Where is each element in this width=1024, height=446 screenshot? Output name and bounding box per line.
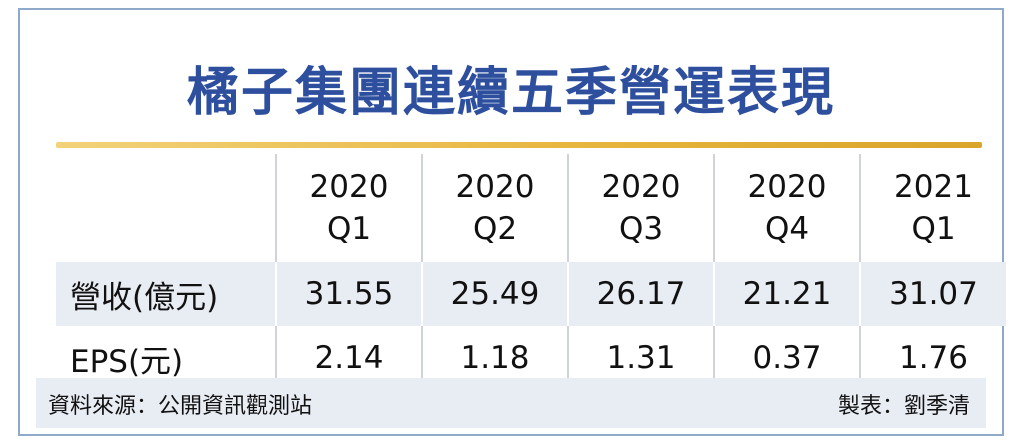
header-quarter: Q1 [911, 211, 956, 247]
performance-table: 2020 Q1 2020 Q2 2020 Q3 2020 Q4 2021 Q1 … [56, 154, 1006, 390]
header-quarter: Q3 [618, 211, 664, 247]
row-label-revenue: 營收(億元) [56, 262, 276, 326]
header-quarter: Q4 [764, 211, 810, 247]
header-year: 2020 [601, 169, 681, 205]
source-note: 資料來源：公開資訊觀測站 [48, 394, 313, 419]
header-year: 2020 [455, 169, 535, 205]
header-cell-2020-q3: 2020 Q3 [567, 154, 714, 262]
header-cell-2021-q1: 2021 Q1 [859, 154, 1006, 262]
footer-bar: 資料來源：公開資訊觀測站 製表：劉季清 [36, 378, 986, 428]
page-title: 橘子集團連續五季營運表現 [186, 63, 835, 123]
revenue-cell: 31.07 [859, 262, 1006, 326]
revenue-cell: 31.55 [275, 262, 422, 326]
header-cell-2020-q2: 2020 Q2 [421, 154, 568, 262]
header-year: 2020 [747, 169, 827, 205]
header-year: 2020 [309, 169, 389, 205]
revenue-cell: 26.17 [567, 262, 714, 326]
header-corner-cell [56, 154, 276, 262]
header-cell-2020-q4: 2020 Q4 [713, 154, 860, 262]
header-year: 2021 [894, 169, 973, 205]
title-divider [56, 142, 982, 148]
row-label-eps: EPS(元) [70, 343, 184, 380]
infographic-frame: 橘子集團連續五季營運表現 2020 Q1 2020 Q2 2020 Q3 202… [18, 8, 1006, 436]
maker-credit: 製表：劉季清 [837, 394, 970, 419]
revenue-cell: 21.21 [713, 262, 860, 326]
table-row-revenue: 營收(億元) 31.55 25.49 26.17 21.21 31.07 [56, 262, 1006, 326]
header-quarter: Q2 [472, 211, 518, 247]
header-row: 2020 Q1 2020 Q2 2020 Q3 2020 Q4 2021 Q1 [56, 154, 1006, 262]
header-cell-2020-q1: 2020 Q1 [275, 154, 422, 262]
revenue-cell: 25.49 [421, 262, 568, 326]
header-quarter: Q1 [326, 211, 372, 247]
